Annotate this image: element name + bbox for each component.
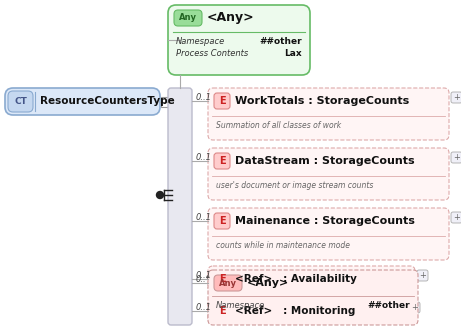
FancyBboxPatch shape [208, 270, 418, 325]
FancyBboxPatch shape [168, 88, 192, 325]
FancyBboxPatch shape [214, 271, 230, 287]
Text: E: E [219, 156, 225, 166]
FancyBboxPatch shape [409, 302, 420, 313]
Text: Mainenance : StorageCounts: Mainenance : StorageCounts [235, 216, 415, 226]
Text: 0..1: 0..1 [196, 212, 212, 221]
Text: 0..1: 0..1 [196, 153, 212, 162]
Text: E: E [219, 306, 225, 316]
FancyBboxPatch shape [208, 88, 449, 140]
FancyBboxPatch shape [5, 88, 160, 115]
FancyBboxPatch shape [214, 153, 230, 169]
Text: ##other: ##other [260, 36, 302, 45]
Text: +: + [453, 93, 460, 102]
FancyBboxPatch shape [168, 5, 310, 75]
Text: ResourceCountersType: ResourceCountersType [40, 97, 175, 107]
FancyBboxPatch shape [214, 93, 230, 109]
Text: Any: Any [219, 279, 237, 288]
FancyBboxPatch shape [8, 91, 33, 112]
Bar [161, 97, 171, 107]
Text: 0..1: 0..1 [196, 303, 212, 312]
Text: counts while in maintenance mode: counts while in maintenance mode [216, 240, 350, 249]
FancyBboxPatch shape [214, 213, 230, 229]
Text: +: + [419, 271, 426, 280]
Text: Summation of all classes of work: Summation of all classes of work [216, 121, 341, 130]
FancyBboxPatch shape [451, 152, 461, 163]
Text: +: + [411, 303, 418, 312]
FancyBboxPatch shape [451, 212, 461, 223]
Text: user's document or image stream counts: user's document or image stream counts [216, 180, 373, 189]
Text: 0..*: 0..* [196, 275, 211, 284]
Text: Any: Any [179, 13, 197, 22]
Text: DataStream : StorageCounts: DataStream : StorageCounts [235, 156, 414, 166]
Text: +: + [453, 153, 460, 162]
FancyBboxPatch shape [417, 270, 428, 281]
Text: 0..1: 0..1 [196, 271, 212, 280]
FancyBboxPatch shape [451, 92, 461, 103]
Text: Process Contents: Process Contents [176, 49, 248, 58]
FancyBboxPatch shape [208, 208, 449, 260]
FancyBboxPatch shape [214, 303, 230, 319]
Text: ##other: ##other [367, 301, 410, 310]
FancyBboxPatch shape [174, 10, 202, 26]
Text: E: E [219, 216, 225, 226]
Text: 0..1: 0..1 [196, 93, 212, 102]
Circle shape [156, 191, 164, 198]
Text: <Any>: <Any> [247, 278, 289, 288]
Text: <Any>: <Any> [207, 11, 254, 24]
Text: Namespace: Namespace [216, 301, 265, 310]
FancyBboxPatch shape [208, 148, 449, 200]
FancyBboxPatch shape [208, 298, 407, 324]
Text: Namespace: Namespace [176, 36, 225, 45]
Text: <Ref>   : Availability: <Ref> : Availability [235, 274, 357, 284]
Text: E: E [219, 274, 225, 284]
Text: E: E [219, 96, 225, 106]
Text: Lax: Lax [284, 49, 302, 58]
Text: CT: CT [14, 97, 27, 106]
Text: WorkTotals : StorageCounts: WorkTotals : StorageCounts [235, 96, 409, 106]
FancyBboxPatch shape [208, 266, 415, 292]
Text: <Ref>   : Monitoring: <Ref> : Monitoring [235, 306, 355, 316]
Text: +: + [453, 213, 460, 222]
FancyBboxPatch shape [214, 275, 242, 291]
